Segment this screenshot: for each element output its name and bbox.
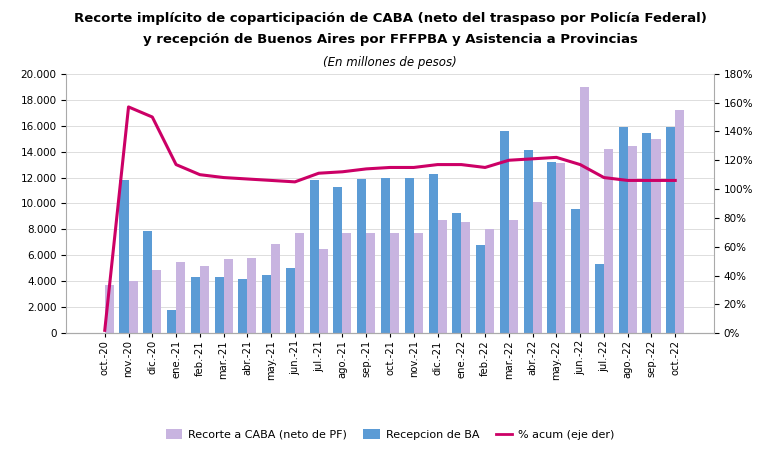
Bar (215, 278, 224, 333)
Bar (167, 310, 176, 333)
Bar (405, 178, 413, 333)
% acum (eje der) (290, 179, 300, 185)
Bar (390, 233, 399, 333)
% acum (eje der) (147, 114, 157, 120)
Bar (485, 229, 494, 333)
Bar (666, 127, 675, 333)
Bar (619, 127, 628, 333)
Line: % acum (eje der): % acum (eje der) (105, 107, 675, 330)
Bar (342, 233, 352, 333)
Bar (200, 266, 209, 333)
% acum (eje der) (243, 176, 252, 182)
Bar (604, 149, 613, 333)
Text: y recepción de Buenos Aires por FFFPBA y Asistencia a Provincias: y recepción de Buenos Aires por FFFPBA y… (143, 33, 637, 46)
Bar (367, 233, 375, 333)
% acum (eje der) (623, 178, 633, 183)
Bar (286, 268, 295, 333)
% acum (eje der) (219, 175, 229, 180)
Bar (509, 220, 518, 333)
% acum (eje der) (195, 172, 204, 178)
Bar (556, 163, 566, 333)
% acum (eje der) (504, 158, 513, 163)
Bar (595, 265, 604, 333)
Bar (247, 258, 257, 333)
% acum (eje der) (100, 327, 109, 333)
% acum (eje der) (599, 175, 608, 180)
% acum (eje der) (267, 178, 276, 183)
Bar (129, 281, 137, 333)
Bar (333, 187, 342, 333)
% acum (eje der) (456, 162, 466, 168)
Bar (452, 213, 461, 333)
Bar (176, 262, 185, 333)
Bar (239, 279, 247, 333)
% acum (eje der) (409, 165, 418, 170)
Bar (571, 208, 580, 333)
Bar (643, 133, 651, 333)
% acum (eje der) (385, 165, 395, 170)
Bar (152, 269, 161, 333)
Bar (295, 233, 304, 333)
% acum (eje der) (172, 162, 181, 168)
Bar (119, 180, 129, 333)
% acum (eje der) (314, 170, 324, 176)
Bar (191, 278, 200, 333)
% acum (eje der) (480, 165, 490, 170)
Bar (461, 222, 470, 333)
Text: Recorte implícito de coparticipación de CABA (neto del traspaso por Policía Fede: Recorte implícito de coparticipación de … (73, 12, 707, 25)
Bar (548, 162, 556, 333)
Bar (310, 180, 319, 333)
Bar (428, 174, 438, 333)
Bar (500, 131, 509, 333)
Bar (381, 178, 390, 333)
% acum (eje der) (362, 166, 371, 172)
Bar (651, 139, 661, 333)
% acum (eje der) (576, 162, 585, 168)
Legend: Recorte a CABA (neto de PF), Recepcion de BA, % acum (eje der): Recorte a CABA (neto de PF), Recepcion d… (161, 425, 619, 445)
% acum (eje der) (124, 104, 133, 110)
Bar (144, 231, 152, 333)
Bar (628, 147, 636, 333)
% acum (eje der) (671, 178, 680, 183)
% acum (eje der) (528, 156, 537, 162)
Bar (357, 179, 367, 333)
Text: (En millones de pesos): (En millones de pesos) (323, 56, 457, 69)
Bar (438, 220, 447, 333)
Bar (476, 245, 485, 333)
Bar (523, 150, 533, 333)
% acum (eje der) (647, 178, 656, 183)
Bar (262, 275, 271, 333)
Bar (413, 233, 423, 333)
% acum (eje der) (433, 162, 442, 168)
Bar (319, 249, 328, 333)
% acum (eje der) (551, 155, 561, 160)
Bar (105, 285, 114, 333)
Bar (224, 259, 232, 333)
Bar (271, 244, 280, 333)
Bar (533, 202, 541, 333)
% acum (eje der) (338, 169, 347, 175)
Bar (580, 87, 589, 333)
Bar (675, 110, 684, 333)
